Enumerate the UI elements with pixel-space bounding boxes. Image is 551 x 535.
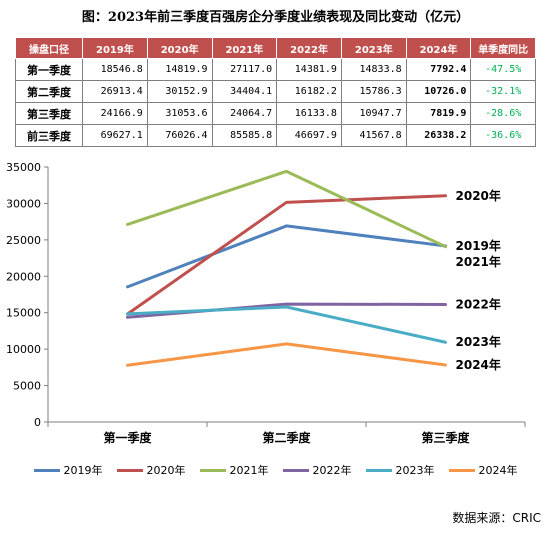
row-label: 第一季度: [14, 58, 84, 81]
yoy-cell: -47.5%: [470, 58, 536, 81]
series-line-2019年: [126, 224, 447, 289]
table-row: 第二季度 26913.4 30152.9 34404.1 16182.2 157…: [14, 80, 536, 103]
y-tick-label: 0: [34, 416, 41, 429]
legend-swatch: [199, 468, 226, 472]
x-tick-label: 第一季度: [103, 430, 152, 445]
table-cell: 30152.9: [146, 80, 213, 103]
series-line-2020年: [126, 194, 447, 316]
stats-table: 操盘口径 2019年 2020年 2021年 2022年 2023年 2024年…: [14, 37, 536, 147]
legend-item: 2023年: [365, 462, 435, 478]
table-cell: 26338.2: [405, 124, 472, 147]
series-line-2023年: [126, 305, 447, 344]
series-end-label: 2024年: [456, 357, 501, 372]
series-line-2021年: [126, 169, 447, 249]
legend-label: 2022年: [312, 464, 352, 477]
row-label: 第二季度: [14, 80, 84, 103]
legend-label: 2024年: [478, 464, 518, 477]
chart-legend: 2019年 2020年 2021年 2022年 2023年 2024年: [0, 462, 551, 478]
table-cell: 24064.7: [211, 102, 278, 125]
table-cell: 41567.8: [340, 124, 407, 147]
legend-swatch: [448, 468, 475, 472]
y-tick-label: 25000: [6, 234, 41, 247]
legend-label: 2021年: [229, 464, 269, 477]
header-cell: 2019年: [82, 37, 148, 59]
header-cell: 2024年: [405, 37, 472, 59]
table-cell: 7819.9: [405, 102, 472, 125]
table-cell: 69627.1: [82, 124, 148, 147]
row-label: 第三季度: [14, 102, 84, 125]
table-cell: 10726.0: [405, 80, 472, 103]
table-cell: 85585.8: [211, 124, 278, 147]
series-end-label: 2019年: [456, 238, 501, 253]
header-cell: 2020年: [146, 37, 213, 59]
table-cell: 15786.3: [340, 80, 407, 103]
table-cell: 76026.4: [146, 124, 213, 147]
table-cell: 18546.8: [82, 58, 148, 81]
table-cell: 14381.9: [276, 58, 342, 81]
legend-label: 2020年: [146, 464, 186, 477]
legend-item: 2020年: [116, 462, 186, 478]
yoy-cell: -32.1%: [470, 80, 536, 103]
legend-label: 2023年: [395, 464, 435, 477]
row-label: 前三季度: [14, 124, 84, 147]
series-end-label: 2021年: [456, 254, 501, 269]
table-cell: 14819.9: [146, 58, 213, 81]
x-tick-label: 第二季度: [262, 430, 311, 445]
table-cell: 10947.7: [340, 102, 407, 125]
header-cell: 单季度同比: [470, 37, 536, 59]
table-row: 第三季度 24166.9 31053.6 24064.7 16133.8 109…: [14, 102, 536, 125]
table-cell: 24166.9: [82, 102, 148, 125]
series-end-label: 2022年: [456, 296, 501, 311]
legend-swatch: [33, 468, 60, 472]
chart-title: 图：2023年前三季度百强房企分季度业绩表现及同比变动（亿元）: [81, 10, 470, 25]
y-tick-label: 30000: [6, 197, 41, 210]
table-header-row: 操盘口径 2019年 2020年 2021年 2022年 2023年 2024年…: [14, 37, 536, 59]
table-cell: 16182.2: [276, 80, 342, 103]
legend-label: 2019年: [63, 464, 103, 477]
y-tick-label: 15000: [6, 307, 41, 320]
y-tick-label: 35000: [6, 161, 41, 174]
series-line-2024年: [126, 342, 447, 367]
legend-swatch: [365, 468, 392, 472]
y-tick-label: 10000: [6, 343, 41, 356]
series-end-label: 2023年: [456, 334, 501, 349]
line-chart: 0 5000 10000 15000 20000 25000 30000 35000 第一季度 第…: [6, 161, 526, 445]
table-cell: 7792.4: [405, 58, 472, 81]
series-end-label: 2020年: [456, 188, 501, 203]
header-cell: 2023年: [340, 37, 407, 59]
table-row: 第一季度 18546.8 14819.9 27117.0 14381.9 148…: [14, 58, 536, 81]
table-cell: 26913.4: [82, 80, 148, 103]
header-cell: 2021年: [211, 37, 278, 59]
legend-item: 2024年: [448, 462, 518, 478]
y-tick-label: 5000: [13, 380, 41, 393]
table-cell: 31053.6: [146, 102, 213, 125]
legend-item: 2019年: [33, 462, 103, 478]
table-cell: 34404.1: [211, 80, 278, 103]
legend-swatch: [116, 468, 143, 472]
yoy-cell: -36.6%: [470, 124, 536, 147]
legend-swatch: [282, 468, 309, 472]
y-tick-label: 20000: [6, 270, 41, 283]
header-cell: 操盘口径: [14, 37, 84, 59]
table-cell: 14833.8: [340, 58, 407, 81]
legend-item: 2022年: [282, 462, 352, 478]
header-cell: 2022年: [276, 37, 342, 59]
yoy-cell: -28.6%: [470, 102, 536, 125]
table-row: 前三季度 69627.1 76026.4 85585.8 46697.9 415…: [14, 124, 536, 147]
table-cell: 27117.0: [211, 58, 278, 81]
data-source: 数据来源：CRIC: [452, 511, 541, 525]
table-cell: 46697.9: [276, 124, 342, 147]
table-cell: 16133.8: [276, 102, 342, 125]
x-tick-label: 第三季度: [421, 430, 470, 445]
legend-item: 2021年: [199, 462, 269, 478]
